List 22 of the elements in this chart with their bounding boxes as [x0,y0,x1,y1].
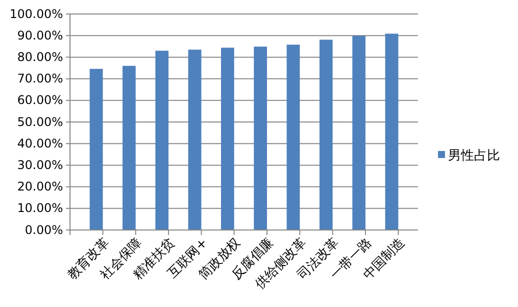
y-tick-label: 80.00% [17,50,63,64]
bar [221,48,234,230]
y-tick-label: 60.00% [17,93,63,108]
bar [155,50,168,230]
bar [188,50,202,230]
y-tick-label: 90.00% [17,28,63,42]
y-tick-label: 20.00% [17,180,63,194]
bar [254,46,267,230]
bar [90,68,103,230]
y-tick-label: 50.00% [17,114,63,129]
legend-label: 男性占比 [448,148,500,164]
bar [286,44,300,230]
bar [122,66,136,230]
y-tick-label: 10.00% [17,201,63,216]
y-tick-label: 40.00% [17,136,63,150]
bar [352,36,366,230]
bar [385,34,398,230]
bar [320,40,333,230]
y-tick-label: 0.00% [24,222,63,237]
y-tick-label: 100.00% [10,6,63,21]
y-tick-label: 30.00% [17,158,63,172]
y-tick-label: 70.00% [17,72,63,86]
